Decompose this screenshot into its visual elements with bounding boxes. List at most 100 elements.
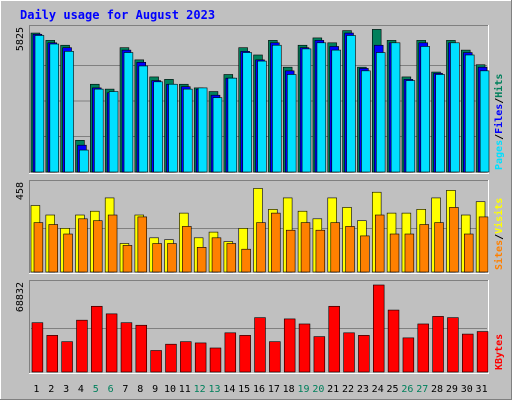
day-label: 26 xyxy=(401,384,413,395)
bar-sites xyxy=(107,214,118,273)
legend-entry: / xyxy=(494,234,505,240)
visits-panel: 458 Sites/Visits xyxy=(15,180,505,274)
bar-pages xyxy=(272,44,282,173)
bar-kbytes xyxy=(120,322,133,373)
bar-kbytes xyxy=(150,350,162,373)
bar-pages xyxy=(34,35,45,173)
bar-sites xyxy=(419,224,429,273)
day-label: 25 xyxy=(387,384,399,395)
bar-pages xyxy=(212,97,223,173)
day-label: 9 xyxy=(152,384,158,395)
bar-pages xyxy=(361,70,371,173)
chart-title: Daily usage for August 2023 xyxy=(20,8,215,22)
bar-pages xyxy=(435,74,445,173)
legend-entry: Pages xyxy=(494,140,505,170)
legend-entry: Sites xyxy=(493,240,505,270)
bar-pages xyxy=(197,87,208,173)
bar-pages xyxy=(316,42,327,173)
bar-sites xyxy=(48,224,58,273)
day-label: 28 xyxy=(431,384,443,395)
bar-kbytes xyxy=(298,323,311,373)
bar-sites xyxy=(464,233,474,273)
bar-kbytes xyxy=(224,332,237,373)
bar-pages xyxy=(138,65,149,173)
kbytes-panel: 68832 KBytes xyxy=(15,280,505,374)
bar-kbytes xyxy=(402,337,415,373)
bar-kbytes xyxy=(254,317,266,373)
bar-kbytes xyxy=(476,331,489,373)
bar-kbytes xyxy=(283,318,296,373)
bar-pages xyxy=(390,42,401,173)
bar-kbytes xyxy=(61,341,73,373)
bar-kbytes xyxy=(269,341,281,373)
day-label: 3 xyxy=(63,384,69,395)
day-labels: 1 2 3 4 5 6 7 8 9 10 11 12 13 14 15 16 17 18 19 20 21 22 23 24 2… xyxy=(33,384,487,395)
bar-pages xyxy=(123,52,134,173)
day-label: 5 xyxy=(93,384,99,395)
bar-sites xyxy=(271,212,281,273)
legend-entry: Hits xyxy=(493,74,505,98)
day-label: 8 xyxy=(137,384,143,395)
bar-pages xyxy=(64,51,74,173)
day-label: 6 xyxy=(108,384,114,395)
bar-sites xyxy=(360,235,370,273)
day-label: 14 xyxy=(223,384,235,395)
bar-sites xyxy=(285,229,296,273)
day-label: 1 xyxy=(33,384,39,395)
bar-pages xyxy=(301,48,312,173)
bar-kbytes xyxy=(194,342,207,373)
day-label: 19 xyxy=(297,384,309,395)
bar-kbytes xyxy=(358,335,370,373)
bar-sites xyxy=(152,243,162,273)
bar-kbytes xyxy=(31,322,44,373)
day-label: 7 xyxy=(122,384,128,395)
bar-kbytes xyxy=(239,335,251,373)
bar-kbytes xyxy=(432,316,444,373)
bar-kbytes xyxy=(417,323,429,373)
chart-panels: 5825Pages/Files/Hits458Sites/Visits68832… xyxy=(15,25,505,374)
bar-kbytes xyxy=(387,309,400,373)
bar-pages xyxy=(227,77,238,173)
bar-sites xyxy=(345,226,355,273)
bar-kbytes xyxy=(447,317,459,373)
bar-sites xyxy=(389,233,400,273)
day-label: 17 xyxy=(268,384,280,395)
bar-sites xyxy=(63,233,73,273)
bar-kbytes xyxy=(105,313,118,373)
bar-pages xyxy=(286,74,297,173)
legend-entry: KBytes xyxy=(494,334,505,370)
bar-sites xyxy=(449,207,459,273)
bar-kbytes xyxy=(165,343,177,373)
bar-sites xyxy=(122,245,133,273)
bar-sites xyxy=(182,226,192,273)
bar-pages xyxy=(257,60,267,173)
max-value-label: 68832 xyxy=(15,282,26,312)
day-label: 15 xyxy=(238,384,250,395)
day-label: 11 xyxy=(179,384,191,395)
bar-sites xyxy=(315,229,326,273)
day-label: 22 xyxy=(342,384,354,395)
bar-kbytes xyxy=(372,284,385,373)
bar-sites xyxy=(434,222,444,273)
bar-sites xyxy=(330,222,340,273)
bar-sites xyxy=(167,243,177,273)
bar-pages xyxy=(346,35,356,173)
bar-kbytes xyxy=(46,335,58,373)
max-value-label: 458 xyxy=(15,182,26,200)
bar-kbytes xyxy=(180,341,192,373)
bar-pages xyxy=(49,43,59,173)
bar-kbytes xyxy=(91,305,103,373)
bar-pages xyxy=(405,80,416,173)
bar-kbytes xyxy=(209,347,222,373)
legend-entry: Visits xyxy=(493,198,505,234)
bar-pages xyxy=(450,42,460,173)
day-label: 13 xyxy=(208,384,220,395)
bar-sites xyxy=(78,218,88,273)
bar-pages xyxy=(465,54,475,173)
day-label: 29 xyxy=(446,384,458,395)
day-label: 21 xyxy=(327,384,339,395)
bar-sites xyxy=(93,220,103,273)
bar-pages xyxy=(79,149,89,173)
legend-entry: / xyxy=(494,98,505,104)
bar-sites xyxy=(374,214,385,273)
